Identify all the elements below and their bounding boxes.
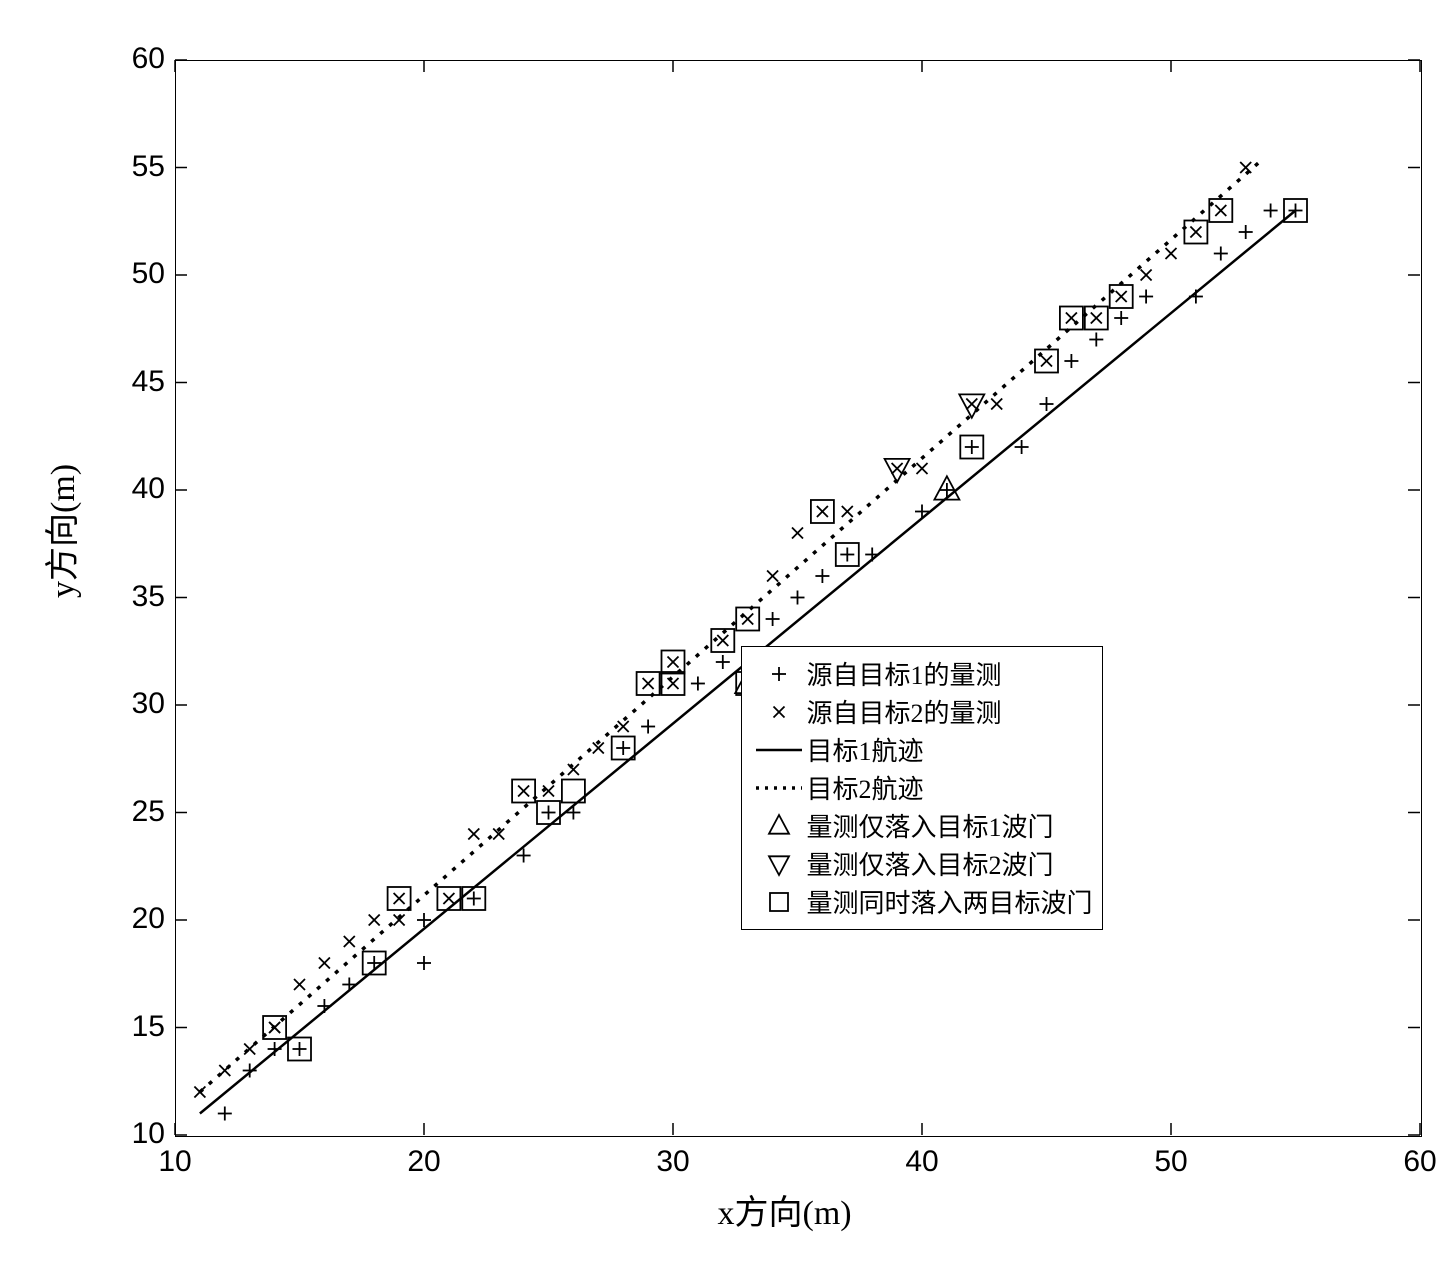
y-tick-label: 15: [120, 1010, 165, 1044]
legend-label: 目标1航迹: [806, 731, 923, 768]
legend-label: 量测同时落入两目标波门: [806, 883, 1092, 920]
legend-item: 源自目标1的量测: [752, 655, 1092, 693]
chart-svg: [20, 20, 1453, 1248]
legend-label: 量测仅落入目标2波门: [806, 845, 1053, 882]
x-axis-label: x方向(m): [718, 1185, 852, 1234]
legend-item: 目标2航迹: [752, 769, 1092, 807]
y-tick-label: 10: [120, 1117, 165, 1151]
y-tick-label: 40: [120, 472, 165, 506]
legend-item: 量测同时落入两目标波门: [752, 883, 1092, 921]
legend-item: 量测仅落入目标1波门: [752, 807, 1092, 845]
legend-item: 目标1航迹: [752, 731, 1092, 769]
y-tick-label: 25: [120, 795, 165, 829]
x-tick-label: 30: [653, 1145, 693, 1179]
legend-item: 源自目标2的量测: [752, 693, 1092, 731]
x-tick-label: 20: [404, 1145, 444, 1179]
legend-label: 目标2航迹: [806, 769, 923, 806]
y-tick-label: 60: [120, 42, 165, 76]
x-tick-label: 40: [902, 1145, 942, 1179]
legend-item: 量测仅落入目标2波门: [752, 845, 1092, 883]
legend-label: 量测仅落入目标1波门: [806, 807, 1053, 844]
legend: 源自目标1的量测源自目标2的量测目标1航迹目标2航迹量测仅落入目标1波门量测仅落…: [741, 646, 1103, 930]
legend-label: 源自目标2的量测: [806, 693, 1001, 730]
x-tick-label: 60: [1400, 1145, 1440, 1179]
legend-marker-x: [752, 697, 806, 727]
legend-marker-triangle-down: [752, 849, 806, 879]
y-tick-label: 20: [120, 902, 165, 936]
x-tick-label: 50: [1151, 1145, 1191, 1179]
scatter-chart: 1020304050601015202530354045505560x方向(m)…: [20, 20, 1453, 1248]
y-tick-label: 50: [120, 257, 165, 291]
legend-marker-line-solid: [752, 735, 806, 765]
legend-marker-line-dotted: [752, 773, 806, 803]
legend-marker-plus: [752, 659, 806, 689]
y-tick-label: 55: [120, 150, 165, 184]
y-tick-label: 35: [120, 580, 165, 614]
legend-marker-square: [752, 887, 806, 917]
legend-label: 源自目标1的量测: [806, 655, 1001, 692]
y-tick-label: 45: [120, 365, 165, 399]
y-axis-label: y方向(m): [35, 463, 84, 597]
y-tick-label: 30: [120, 687, 165, 721]
legend-marker-triangle-up: [752, 811, 806, 841]
